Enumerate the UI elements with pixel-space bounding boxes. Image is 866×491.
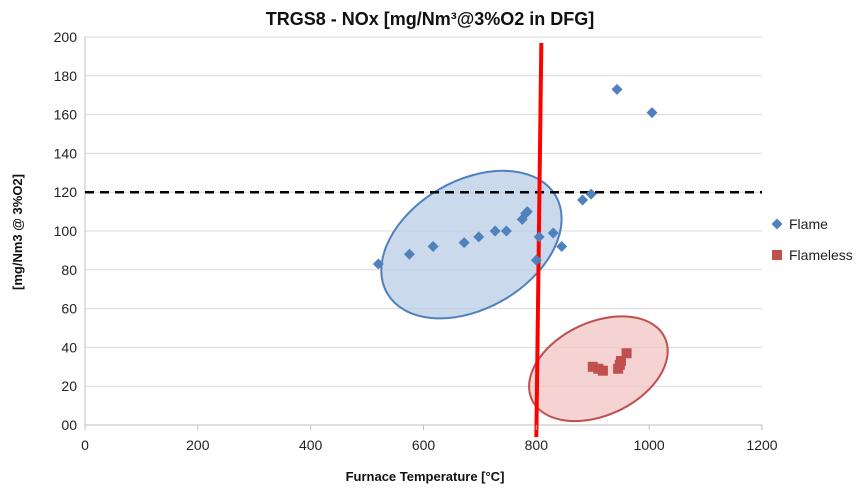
point-flame <box>611 83 623 95</box>
y-tick-label: 200 <box>54 29 78 45</box>
point-flame <box>521 206 533 218</box>
point-flame <box>372 258 384 270</box>
y-tick-label: 120 <box>54 184 78 200</box>
point-flameless <box>597 365 608 376</box>
x-tick-label: 0 <box>81 437 89 453</box>
point-flame <box>473 231 485 243</box>
legend-label: Flameless <box>789 247 853 263</box>
x-tick-label: 1200 <box>746 437 777 453</box>
point-flame <box>577 194 589 206</box>
y-tick-label: 00 <box>61 417 77 433</box>
point-flame <box>500 225 512 237</box>
point-flameless <box>621 348 632 359</box>
x-tick-label: 600 <box>412 437 436 453</box>
x-tick-label: 200 <box>186 437 210 453</box>
y-tick-label: 100 <box>54 223 78 239</box>
y-tick-labels: 00 20 40 60 80 100 120 140 160 180 200 <box>54 29 78 433</box>
legend-marker-flame <box>771 218 783 230</box>
y-tick-label: 60 <box>61 301 77 317</box>
ellipses <box>380 169 669 423</box>
point-flameless <box>615 355 626 366</box>
point-flame <box>547 227 559 239</box>
flame-ellipse <box>380 169 563 320</box>
x-tick-label: 1000 <box>634 437 665 453</box>
x-tick-labels: 0 200 400 600 800 1000 1200 <box>81 425 778 453</box>
y-tick-label: 180 <box>54 68 78 84</box>
point-flame <box>646 107 658 119</box>
legend-marker-flameless <box>772 250 782 260</box>
point-flameless <box>587 361 598 372</box>
point-flame <box>585 188 597 200</box>
point-flame <box>458 237 470 249</box>
y-tick-label: 160 <box>54 107 78 123</box>
point-flame <box>530 254 542 266</box>
x-tick-label: 800 <box>525 437 549 453</box>
point-flame <box>427 241 439 253</box>
point-flame <box>403 248 415 260</box>
y-tick-label: 40 <box>61 339 77 355</box>
point-flame <box>533 231 545 243</box>
y-tick-label: 80 <box>61 262 77 278</box>
x-tick-label: 400 <box>299 437 323 453</box>
y-axis-title: [mg/Nm3 @ 3%O2] <box>10 174 25 290</box>
point-flame <box>489 225 501 237</box>
legend: Flame Flameless <box>771 216 853 263</box>
y-tick-label: 140 <box>54 145 78 161</box>
x-axis-title: Furnace Temperature [°C] <box>346 469 505 484</box>
y-tick-label: 20 <box>61 378 77 394</box>
point-flame <box>556 241 568 253</box>
chart-title: TRGS8 - NOx [mg/Nm³@3%O2 in DFG] <box>266 9 595 29</box>
legend-label: Flame <box>789 216 828 232</box>
data-points <box>372 83 658 376</box>
